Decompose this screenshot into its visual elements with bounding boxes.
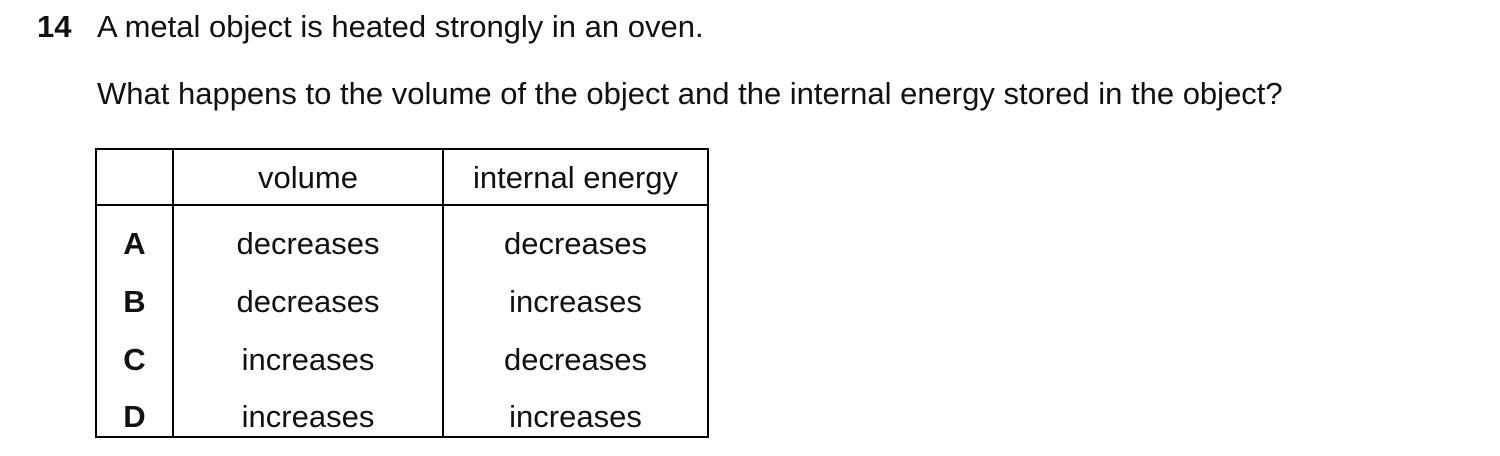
- option-letter-a: A: [123, 226, 146, 261]
- header-blank-cell: [96, 149, 173, 206]
- header-internal-energy: internal energy: [442, 149, 708, 206]
- option-row-d: D increases increases: [96, 379, 708, 437]
- option-letter-c: C: [123, 341, 146, 377]
- option-letter-d: D: [123, 399, 146, 434]
- option-b-internal-energy: increases: [442, 263, 708, 321]
- question-prompt: What happens to the volume of the object…: [97, 76, 1283, 111]
- question-stem: A metal object is heated strongly in an …: [97, 9, 704, 44]
- header-volume: volume: [172, 149, 443, 206]
- option-row-c: C increases decreases: [96, 321, 708, 379]
- options-table: volume internal energy A decreases decre…: [95, 148, 709, 438]
- option-c-volume: increases: [172, 321, 443, 379]
- option-row-a: A decreases decreases: [96, 205, 708, 263]
- option-row-b: B decreases increases: [96, 263, 708, 321]
- option-a-volume: decreases: [172, 205, 443, 263]
- option-d-volume: increases: [172, 379, 443, 437]
- question-number: 14: [37, 9, 72, 44]
- option-d-internal-energy: increases: [442, 379, 708, 437]
- option-c-internal-energy: decreases: [442, 321, 708, 379]
- option-b-volume: decreases: [172, 263, 443, 321]
- options-table-header-row: volume internal energy: [96, 149, 708, 206]
- option-letter-b: B: [123, 283, 146, 319]
- option-a-internal-energy: decreases: [442, 205, 708, 263]
- question-header: 14 A metal object is heated strongly in …: [37, 8, 1500, 45]
